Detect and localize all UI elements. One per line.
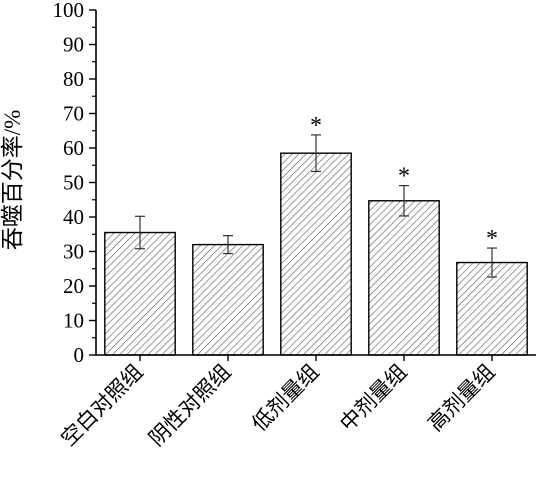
x-tick-label: 阴性对照组 <box>144 360 235 451</box>
x-tick-label: 高剂量组 <box>423 360 499 436</box>
y-axis: 0 10 20 30 40 50 60 70 80 90 100 <box>53 0 97 367</box>
y-tick-label: 90 <box>63 33 84 57</box>
y-tick-label: 60 <box>63 136 84 160</box>
bar <box>368 200 440 356</box>
bar <box>104 231 176 356</box>
bar <box>280 152 352 356</box>
significance-mark: * <box>310 113 322 139</box>
y-tick-label: 100 <box>53 0 85 22</box>
y-tick-label: 70 <box>63 102 84 126</box>
x-tick-label: 空白对照组 <box>56 360 147 451</box>
bar <box>192 243 264 356</box>
y-tick-label: 30 <box>63 240 84 264</box>
y-tick-label: 20 <box>63 274 84 298</box>
y-tick-label: 0 <box>74 343 85 367</box>
x-tick-label: 中剂量组 <box>335 360 411 436</box>
x-tick-label: 低剂量组 <box>247 360 323 436</box>
significance-mark: * <box>486 226 498 252</box>
bars: * * * <box>104 113 528 356</box>
y-tick-label: 50 <box>63 171 84 195</box>
y-tick-label: 80 <box>63 67 84 91</box>
significance-mark: * <box>398 164 410 190</box>
y-tick-label: 40 <box>63 205 84 229</box>
y-axis-title: 吞噬百分率/% <box>0 110 25 251</box>
y-tick-label: 10 <box>63 309 84 333</box>
